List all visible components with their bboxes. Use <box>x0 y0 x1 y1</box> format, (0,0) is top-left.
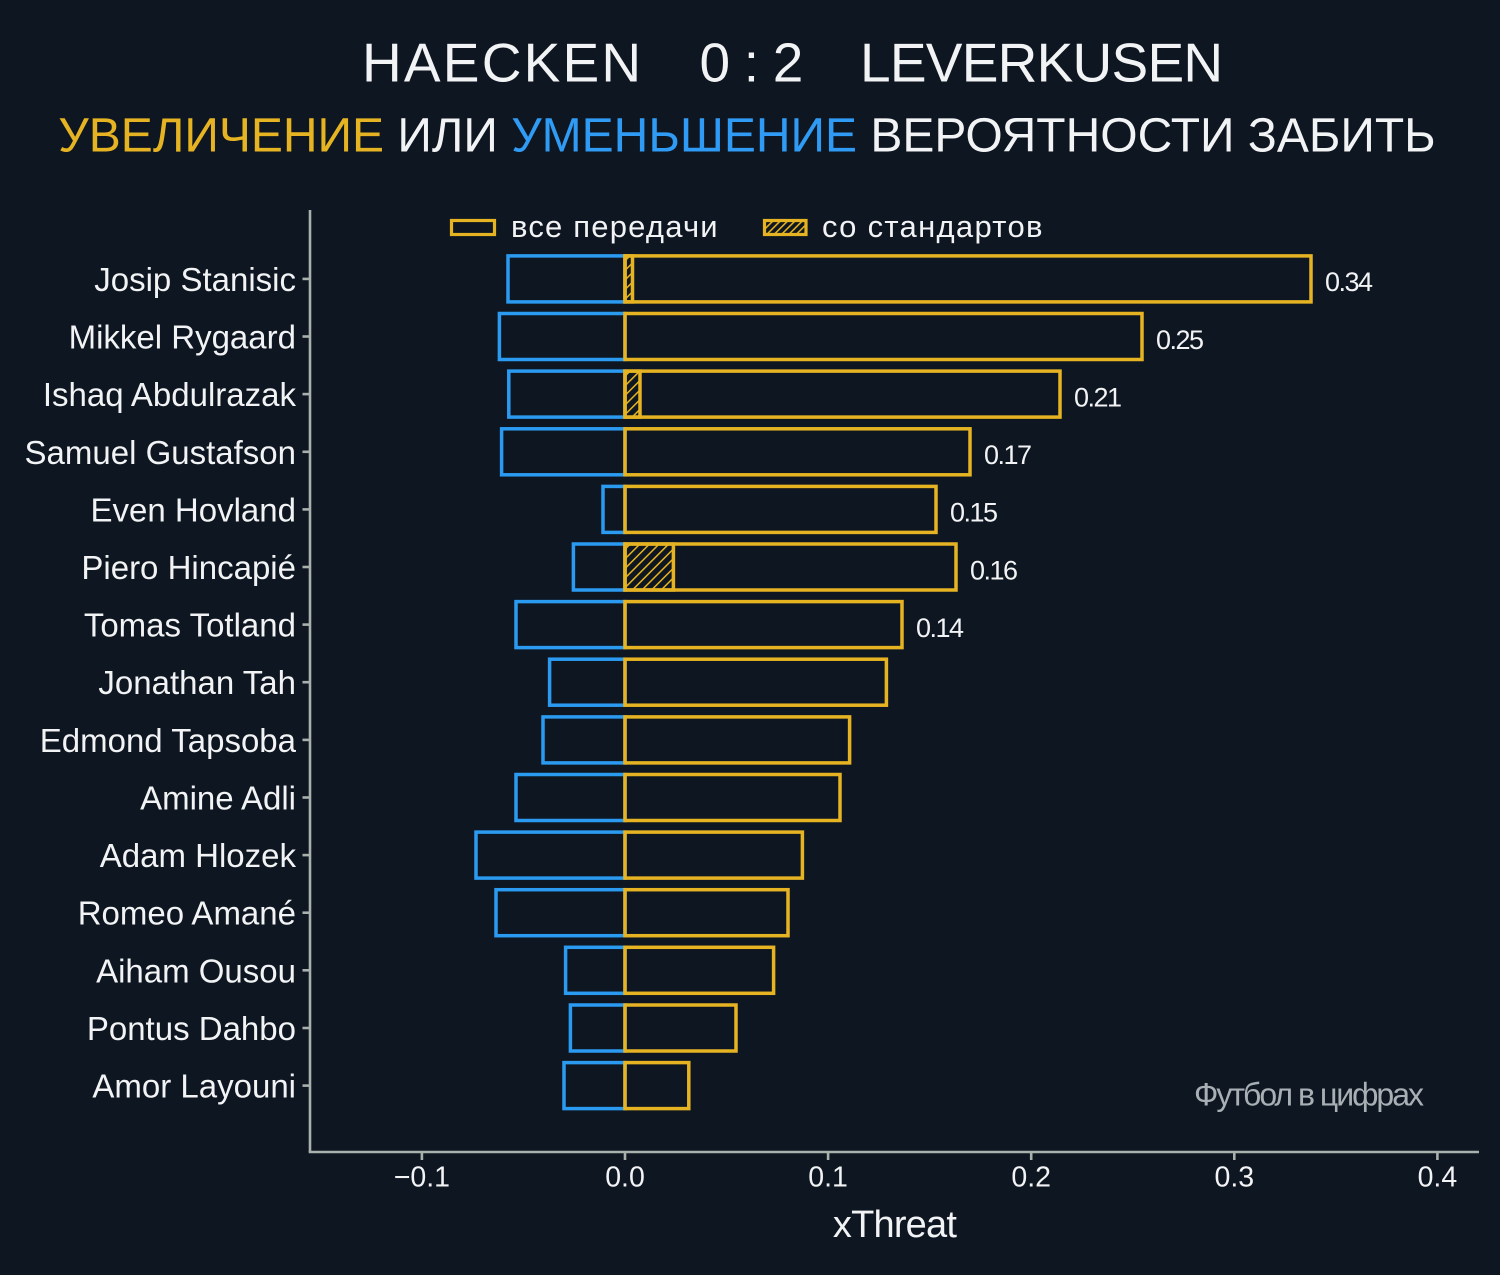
svg-text:Aiham Ousou: Aiham Ousou <box>96 952 296 989</box>
svg-text:Samuel Gustafson: Samuel Gustafson <box>25 434 296 471</box>
svg-text:Romeo Amané: Romeo Amané <box>78 895 296 932</box>
svg-text:−0.1: −0.1 <box>394 1162 450 1194</box>
svg-text:Tomas Totland: Tomas Totland <box>84 607 296 644</box>
svg-text:xThreat: xThreat <box>833 1204 957 1246</box>
svg-text:Piero Hincapié: Piero Hincapié <box>81 549 296 586</box>
svg-text:Josip Stanisic: Josip Stanisic <box>94 261 296 298</box>
svg-text:0.2: 0.2 <box>1011 1162 1051 1194</box>
svg-text:0.16: 0.16 <box>970 555 1017 585</box>
svg-text:Ishaq Abdulrazak: Ishaq Abdulrazak <box>43 376 297 413</box>
svg-text:0.15: 0.15 <box>950 498 997 528</box>
svg-text:0.21: 0.21 <box>1074 382 1121 412</box>
svg-text:Pontus Dahbo: Pontus Dahbo <box>87 1010 296 1047</box>
svg-text:0.14: 0.14 <box>916 613 964 643</box>
svg-text:УВЕЛИЧЕНИЕ ИЛИ УМЕНЬШЕНИЕ ВЕРО: УВЕЛИЧЕНИЕ ИЛИ УМЕНЬШЕНИЕ ВЕРОЯТНОСТИ ЗА… <box>58 110 1435 163</box>
svg-text:Mikkel Rygaard: Mikkel Rygaard <box>69 319 296 356</box>
svg-text:Adam Hlozek: Adam Hlozek <box>100 837 297 874</box>
svg-text:0.4: 0.4 <box>1418 1162 1458 1194</box>
svg-text:все передачи: все передачи <box>511 209 719 244</box>
svg-text:0.1: 0.1 <box>808 1162 848 1194</box>
svg-text:HAECKEN: HAECKEN <box>362 32 643 94</box>
svg-text:Edmond Tapsoba: Edmond Tapsoba <box>40 722 297 759</box>
svg-text:Jonathan Tah: Jonathan Tah <box>98 664 296 701</box>
svg-text:0.0: 0.0 <box>605 1162 645 1194</box>
svg-text:LEVERKUSEN: LEVERKUSEN <box>860 32 1222 94</box>
svg-text:0.34: 0.34 <box>1325 267 1373 297</box>
svg-text:Amine Adli: Amine Adli <box>140 780 296 817</box>
svg-text:0.3: 0.3 <box>1214 1162 1254 1194</box>
svg-text:0.17: 0.17 <box>984 440 1031 470</box>
svg-text:со стандартов: со стандартов <box>822 209 1044 244</box>
svg-text:0.25: 0.25 <box>1156 325 1203 355</box>
svg-text:Футбол в цифрах: Футбол в цифрах <box>1194 1077 1424 1113</box>
svg-text:Even Hovland: Even Hovland <box>91 491 296 528</box>
svg-text:0 : 2: 0 : 2 <box>699 32 802 94</box>
svg-text:Amor Layouni: Amor Layouni <box>92 1068 296 1105</box>
